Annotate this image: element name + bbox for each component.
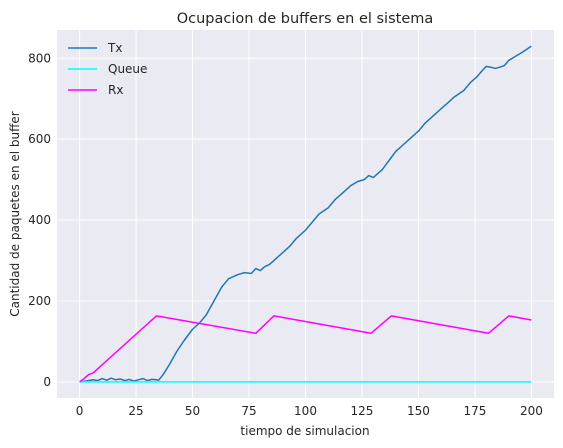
legend: Tx Queue Rx <box>68 41 147 97</box>
x-tick-label: 200 <box>520 404 543 418</box>
x-axis-label: tiempo de simulacion <box>240 424 369 438</box>
x-tick-labels: 0 25 50 75 100 125 150 175 200 <box>76 404 543 418</box>
legend-label: Rx <box>108 83 123 97</box>
y-tick-label: 200 <box>28 294 51 308</box>
legend-label: Queue <box>108 62 147 76</box>
series-line-tx <box>79 45 532 383</box>
x-tick-label: 150 <box>407 404 430 418</box>
y-tick-labels: 0 200 400 600 800 <box>28 51 51 389</box>
series-layer <box>79 45 532 383</box>
chart-title: Ocupacion de buffers en el sistema <box>177 11 434 27</box>
series-line-rx <box>79 315 532 383</box>
x-tick-label: 175 <box>463 404 486 418</box>
legend-item-tx: Tx <box>68 41 122 55</box>
x-tick-label: 50 <box>185 404 200 418</box>
y-tick-label: 800 <box>28 51 51 65</box>
x-tick-label: 0 <box>76 404 84 418</box>
x-tick-label: 100 <box>294 404 317 418</box>
x-tick-label: 125 <box>351 404 374 418</box>
y-tick-label: 0 <box>43 375 51 389</box>
legend-label: Tx <box>107 41 122 55</box>
y-tick-label: 600 <box>28 132 51 146</box>
legend-item-rx: Rx <box>68 83 123 97</box>
y-tick-label: 400 <box>28 213 51 227</box>
y-axis-label: Cantidad de paquetes en el buffer <box>8 111 22 317</box>
x-tick-label: 75 <box>241 404 256 418</box>
x-tick-label: 25 <box>128 404 143 418</box>
legend-item-queue: Queue <box>68 62 147 76</box>
